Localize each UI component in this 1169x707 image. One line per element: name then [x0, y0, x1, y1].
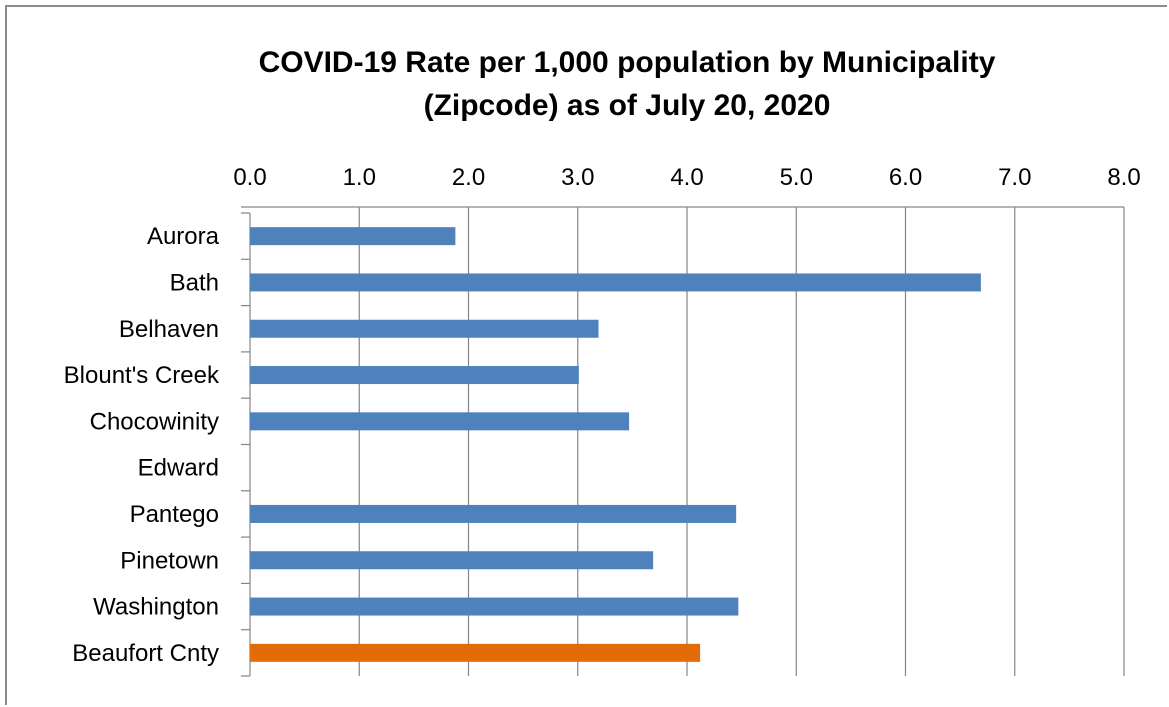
category-labels: Aurora Bath Belhaven Blount's Creek Chocowin…: [64, 223, 220, 667]
category-label: Chocowinity: [90, 408, 219, 435]
category-label: Washington: [93, 594, 219, 621]
chart-title-line-2: (Zipcode) as of July 20, 2020: [424, 89, 831, 122]
bar-beaufort-cnty: [250, 643, 701, 662]
bar-blount-s-creek: [250, 366, 579, 385]
bar-bath: [250, 273, 981, 292]
bar-belhaven: [250, 319, 599, 338]
x-tick-label: 8.0: [1107, 164, 1140, 191]
x-tick-label: 3.0: [561, 164, 594, 191]
category-label: Edward: [138, 455, 219, 482]
bar-pinetown: [250, 551, 654, 570]
x-tick-label: 5.0: [780, 164, 813, 191]
x-tick-label: 4.0: [670, 164, 703, 191]
bar-chocowinity: [250, 412, 630, 431]
category-label: Blount's Creek: [64, 362, 220, 389]
category-label: Aurora: [147, 223, 220, 250]
chart-title-line-1: COVID-19 Rate per 1,000 population by Mu…: [259, 46, 996, 79]
bars: [250, 227, 981, 662]
x-tick-label: 1.0: [343, 164, 376, 191]
category-label: Belhaven: [119, 316, 219, 343]
chart-frame: [5, 5, 1167, 705]
bar-pantego: [250, 504, 737, 523]
x-tick-label: 7.0: [998, 164, 1031, 191]
category-label: Bath: [170, 269, 219, 296]
x-tick-label: 2.0: [452, 164, 485, 191]
bar-washington: [250, 597, 739, 616]
category-label: Pinetown: [120, 547, 219, 574]
category-label: Pantego: [130, 501, 219, 528]
x-tick-labels: 0.0 1.0 2.0 3.0 4.0 5.0 6.0 7.0 8.0: [233, 164, 1140, 191]
bar-aurora: [250, 227, 456, 246]
x-tick-label: 0.0: [233, 164, 266, 191]
x-tick-label: 6.0: [889, 164, 922, 191]
category-label: Beaufort Cnty: [72, 640, 219, 667]
